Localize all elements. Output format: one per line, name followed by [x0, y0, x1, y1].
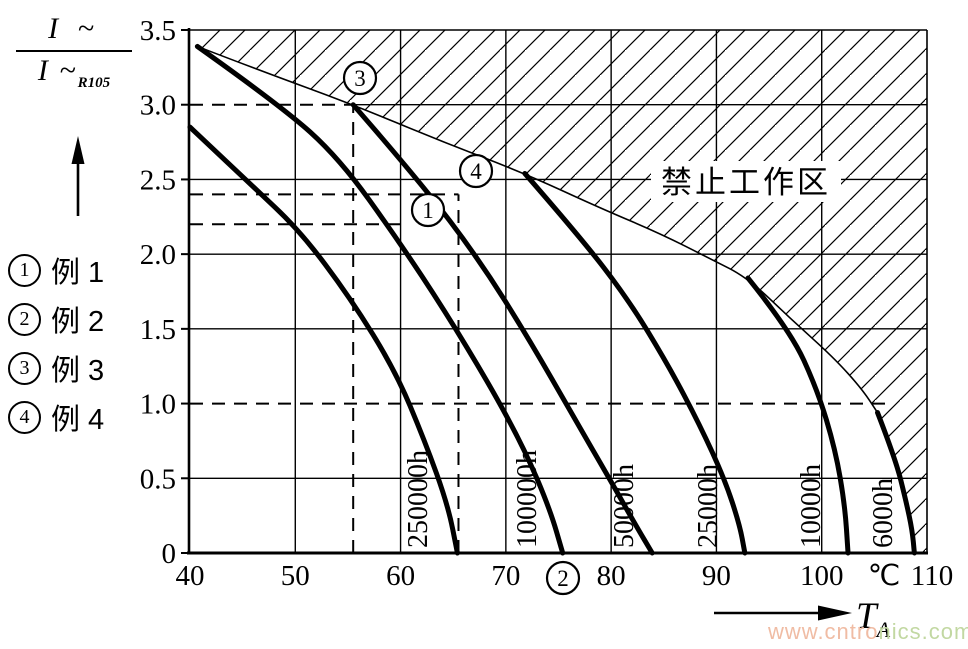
svg-text:50: 50 [281, 560, 310, 592]
x-axis-arrow [714, 605, 852, 621]
curve-label-25000h: 25000h [693, 464, 724, 548]
example-guide-dashes [190, 103, 889, 553]
y-tick-marks [181, 29, 190, 554]
example-marker-2: 2 [545, 560, 581, 596]
svg-text:3.5: 3.5 [140, 15, 176, 47]
forbidden-zone-text: 禁止工作区 [661, 165, 831, 200]
curve-25000h [522, 170, 748, 556]
circled-3-icon: 3 [8, 351, 41, 385]
watermark-right: nics.com [878, 619, 968, 644]
watermark-left: www.cntro [768, 619, 879, 644]
svg-text:110: 110 [911, 560, 953, 592]
svg-text:60: 60 [386, 560, 415, 592]
example-marker-4: 4 [458, 153, 494, 189]
curve-100000h [194, 43, 566, 556]
forbidden-zone-label: 禁止工作区 [651, 161, 841, 202]
curve-label-10000h: 10000h [796, 464, 827, 548]
svg-text:70: 70 [491, 560, 520, 592]
legend-item-4: 4 例 4 [8, 399, 105, 436]
example-marker-1: 1 [410, 192, 446, 228]
curve-250000h [187, 124, 460, 556]
svg-text:0: 0 [162, 538, 177, 570]
examples-legend: 1 例 1 2 例 2 3 例 3 4 例 4 [8, 252, 104, 448]
y-axis-ratio-label: I ~ I ~R105 [10, 12, 138, 92]
y-axis-arrow [71, 136, 85, 216]
svg-text:2.5: 2.5 [140, 164, 176, 196]
forbidden-region-hatch [197, 30, 927, 553]
svg-text:3.0: 3.0 [140, 90, 176, 122]
svg-text:1.5: 1.5 [140, 314, 176, 346]
circled-1-icon: 1 [8, 253, 41, 287]
ratio-denominator: I ~R105 [37, 54, 111, 91]
example-markers: 1 2 3 4 [342, 60, 581, 596]
watermark: www.cntronics.com [768, 619, 968, 645]
svg-text:0.5: 0.5 [140, 463, 176, 495]
svg-text:90: 90 [702, 560, 731, 592]
svg-text:4: 4 [470, 159, 482, 184]
legend-label-3: 例 3 [51, 355, 105, 387]
svg-text:100: 100 [800, 560, 844, 592]
curve-label-50000h: 50000h [609, 464, 640, 548]
legend-item-3: 3 例 3 [8, 350, 105, 387]
legend-item-2: 2 例 2 [8, 301, 105, 338]
curve-label-250000h: 250000h [403, 450, 434, 548]
curve-10000h [745, 275, 851, 556]
svg-text:2: 2 [557, 566, 569, 591]
example-marker-3: 3 [342, 60, 378, 96]
y-axis-labels: 3.5 3.0 2.5 2.0 1.5 1.0 0.5 0 [140, 15, 176, 570]
circled-2-icon: 2 [8, 302, 41, 336]
legend-label-2: 例 2 [51, 306, 105, 338]
legend-label-4: 例 4 [51, 404, 105, 436]
circled-4-icon: 4 [8, 400, 41, 434]
svg-text:1.0: 1.0 [140, 389, 176, 421]
svg-text:1: 1 [422, 198, 434, 223]
curve-hour-labels: 250000h 100000h 50000h 25000h 10000h 600… [403, 450, 899, 548]
fraction-bar [16, 50, 132, 52]
x-axis-labels: 40 50 60 70 80 90 100 110 [176, 560, 954, 592]
curve-label-6000h: 6000h [868, 478, 899, 548]
forbidden-boundary-curve [197, 45, 879, 413]
svg-text:2.0: 2.0 [140, 239, 176, 271]
x-axis-unit: ℃ [868, 560, 901, 592]
legend-item-1: 1 例 1 [8, 252, 105, 289]
curve-6000h [875, 410, 917, 556]
curve-label-100000h: 100000h [512, 450, 543, 548]
plot-frame [187, 28, 928, 555]
svg-text:3: 3 [354, 66, 366, 91]
svg-text:40: 40 [176, 560, 205, 592]
legend-label-1: 例 1 [51, 257, 105, 289]
ratio-numerator: I ~ [48, 12, 100, 45]
x-axis-symbol: TA [856, 596, 891, 642]
svg-text:80: 80 [597, 560, 626, 592]
